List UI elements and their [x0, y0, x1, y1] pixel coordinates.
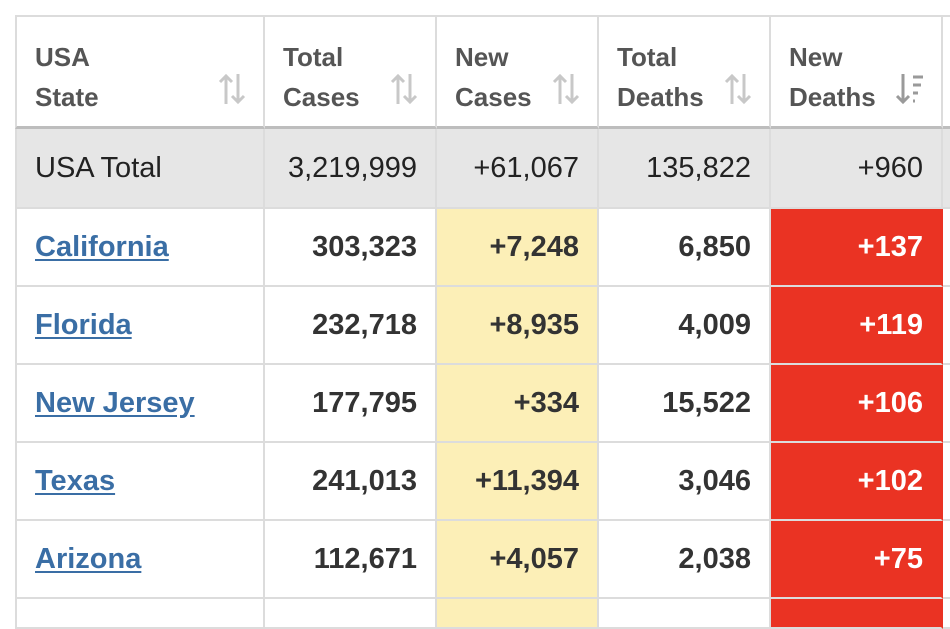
header-total-cases[interactable]: Total Cases [265, 15, 437, 129]
cell-total-cases: 241,013 [265, 443, 437, 521]
header-label: Total Deaths [617, 42, 704, 112]
row-overflow [943, 365, 950, 443]
cell-total-deaths: 6,850 [599, 209, 771, 287]
total-overflow [943, 129, 950, 209]
cell-new-deaths: +102 [771, 443, 943, 521]
row-overflow [943, 287, 950, 365]
cell-new-deaths: +137 [771, 209, 943, 287]
cell-new-cases: +4,057 [437, 521, 599, 599]
sort-both-icon[interactable] [723, 72, 753, 106]
cell-new-cases: +11,394 [437, 443, 599, 521]
state-link[interactable]: Arizona [35, 542, 142, 575]
cell-total-cases: 232,718 [265, 287, 437, 365]
cell-total-cases: 112,671 [265, 521, 437, 599]
total-new-deaths: +960 [771, 129, 943, 209]
table-row-partial [265, 599, 437, 629]
table-row-partial [771, 599, 943, 629]
row-overflow [943, 209, 950, 287]
cell-new-cases: +7,248 [437, 209, 599, 287]
header-overflow [943, 15, 950, 129]
header-total-deaths[interactable]: Total Deaths [599, 15, 771, 129]
cell-new-cases: +334 [437, 365, 599, 443]
table-row-state: New Jersey [15, 365, 265, 443]
header-new-cases[interactable]: New Cases [437, 15, 599, 129]
header-new-deaths[interactable]: New Deaths [771, 15, 943, 129]
cell-total-cases: 303,323 [265, 209, 437, 287]
header-label: Total Cases [283, 42, 360, 112]
total-total-cases: 3,219,999 [265, 129, 437, 209]
header-label: New Deaths [789, 42, 876, 112]
table-row-partial [15, 599, 265, 629]
state-link[interactable]: California [35, 230, 169, 263]
cell-new-deaths: +106 [771, 365, 943, 443]
covid-states-table: USA State Total Cases New Cases Total De… [15, 15, 950, 629]
cell-new-deaths: +75 [771, 521, 943, 599]
cell-total-deaths: 3,046 [599, 443, 771, 521]
sort-both-icon[interactable] [217, 72, 247, 106]
header-state[interactable]: USA State [15, 15, 265, 129]
table-row-state: Arizona [15, 521, 265, 599]
table-row-state: California [15, 209, 265, 287]
state-link[interactable]: Florida [35, 308, 132, 341]
row-overflow [943, 443, 950, 521]
row-overflow [943, 521, 950, 599]
total-new-cases: +61,067 [437, 129, 599, 209]
table-row-state: Texas [15, 443, 265, 521]
header-label: USA State [35, 42, 99, 112]
row-overflow [943, 599, 950, 629]
state-link[interactable]: Texas [35, 464, 116, 497]
cell-total-deaths: 15,522 [599, 365, 771, 443]
table-row-partial [599, 599, 771, 629]
total-total-deaths: 135,822 [599, 129, 771, 209]
sort-descending-icon[interactable] [895, 72, 925, 106]
sort-both-icon[interactable] [389, 72, 419, 106]
header-label: New Cases [455, 42, 532, 112]
cell-new-cases: +8,935 [437, 287, 599, 365]
sort-both-icon[interactable] [551, 72, 581, 106]
state-link[interactable]: New Jersey [35, 386, 195, 419]
cell-total-deaths: 4,009 [599, 287, 771, 365]
cell-total-deaths: 2,038 [599, 521, 771, 599]
cell-total-cases: 177,795 [265, 365, 437, 443]
cell-new-deaths: +119 [771, 287, 943, 365]
table-row-state: Florida [15, 287, 265, 365]
total-state: USA Total [15, 129, 265, 209]
table-row-partial [437, 599, 599, 629]
